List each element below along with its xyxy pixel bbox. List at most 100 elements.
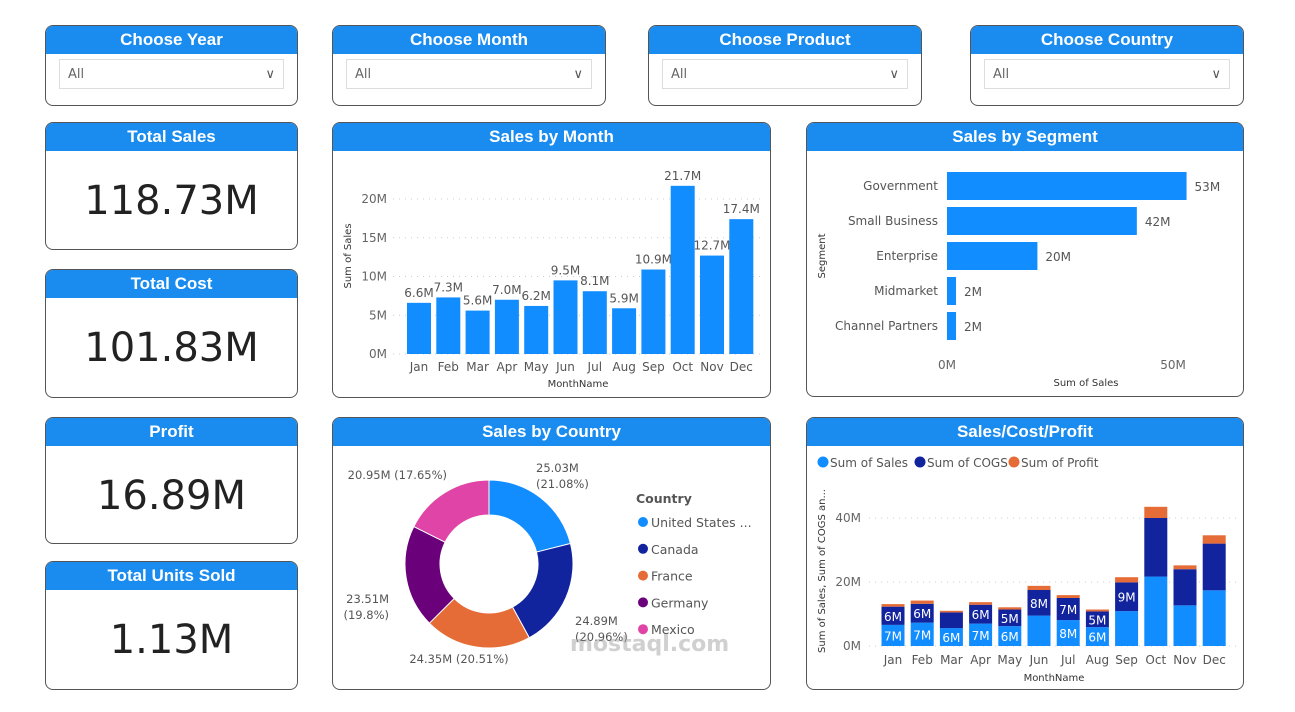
legend-label: Canada xyxy=(651,542,699,557)
bar-segment xyxy=(881,604,905,607)
legend-label: United States ... xyxy=(651,515,752,530)
x-tick-label: Jan xyxy=(409,360,429,374)
bar-segment xyxy=(1173,605,1197,646)
donut-slice xyxy=(413,479,490,543)
category-label: Enterprise xyxy=(876,249,938,263)
month-dropdown[interactable]: All ∨ xyxy=(346,59,592,89)
data-label: 42M xyxy=(1145,215,1171,229)
filter-title: Choose Country xyxy=(971,26,1243,54)
sales-by-segment-card: Sales by Segment Government 53M Small Busi… xyxy=(806,122,1244,397)
sales-cost-profit-card: Sales/Cost/Profit Sum of Sales Sum of COG… xyxy=(806,417,1244,690)
bar xyxy=(524,305,549,354)
bar-segment xyxy=(1173,565,1197,570)
bar-segment xyxy=(1085,609,1109,612)
x-tick-label: Sep xyxy=(1115,653,1138,667)
bar-segment xyxy=(1056,620,1080,646)
data-label: 17.4M xyxy=(723,202,760,216)
bar xyxy=(947,172,1187,200)
legend-label: France xyxy=(651,569,693,584)
chart-title: Sales by Month xyxy=(333,123,770,151)
legend-marker xyxy=(1008,456,1020,468)
x-axis-title: MonthName xyxy=(1024,673,1085,684)
bar-segment xyxy=(1115,611,1139,646)
data-label: 7M xyxy=(884,629,902,643)
x-tick-label: Aug xyxy=(1086,653,1109,667)
data-label: 7.0M xyxy=(492,283,521,297)
sales-by-country-chart: 25.03M (21.08%) 24.89M (20.96%) 24.35M (20.5… xyxy=(343,461,752,666)
x-tick-label: Aug xyxy=(612,360,635,374)
legend-marker xyxy=(914,456,926,468)
x-tick-label: Feb xyxy=(912,653,933,667)
bar-segment xyxy=(1056,595,1080,598)
x-tick-label: Jun xyxy=(555,360,575,374)
legend-marker xyxy=(638,517,648,527)
data-label: 7M xyxy=(913,628,931,642)
category-label: Channel Partners xyxy=(835,319,938,333)
bar xyxy=(729,219,754,354)
y-tick-label: 0M xyxy=(369,347,387,361)
data-label: 5M xyxy=(1001,612,1019,626)
dropdown-value: All xyxy=(355,67,372,82)
bar-segment xyxy=(1202,535,1226,544)
sales-by-month-card: Sales by Month 0M 5M 10M 15M 20M 6.6M Jan 7.3M F… xyxy=(332,122,771,398)
bar-segment xyxy=(969,623,993,646)
bar-segment xyxy=(910,603,934,623)
year-dropdown[interactable]: All ∨ xyxy=(59,59,284,89)
data-label: 6.2M xyxy=(521,289,550,303)
bar-segment xyxy=(1115,582,1139,612)
y-tick-label: 20M xyxy=(835,575,861,589)
data-label: 20.95M (17.65%) xyxy=(348,468,447,482)
data-label: 25.03M xyxy=(536,461,579,475)
bar-segment xyxy=(1056,598,1080,621)
bar-segment xyxy=(910,622,934,646)
data-label: (20.96%) xyxy=(575,630,628,644)
x-tick-label: Dec xyxy=(730,360,753,374)
bar-segment xyxy=(1202,590,1226,646)
bar-segment xyxy=(1144,518,1168,577)
chevron-down-icon: ∨ xyxy=(573,67,583,82)
bar-segment xyxy=(939,612,963,629)
kpi-value: 101.83M xyxy=(84,325,259,371)
bar xyxy=(947,312,957,340)
bar xyxy=(582,291,607,354)
y-axis-title: Sum of Sales xyxy=(343,223,354,288)
y-axis-title: Segment xyxy=(817,233,828,278)
dropdown-value: All xyxy=(671,67,688,82)
bar-segment xyxy=(1173,569,1197,606)
kpi-value: 118.73M xyxy=(84,178,259,224)
x-axis-title: MonthName xyxy=(548,379,609,390)
bar-segment xyxy=(1202,543,1226,591)
country-dropdown[interactable]: All ∨ xyxy=(984,59,1230,89)
legend-marker xyxy=(638,543,648,554)
data-label: 24.35M (20.51%) xyxy=(409,652,508,666)
kpi-total-cost: Total Cost 101.83M xyxy=(45,269,298,398)
product-dropdown[interactable]: All ∨ xyxy=(662,59,908,89)
data-label: 10.9M xyxy=(635,253,672,267)
data-label: 7.3M xyxy=(434,280,463,294)
legend-label: Sum of COGS xyxy=(927,456,1008,470)
x-tick-label: Jan xyxy=(883,653,903,667)
bar-segment xyxy=(1115,577,1139,583)
legend-label: Sum of Profit xyxy=(1021,456,1099,470)
x-tick-label: Apr xyxy=(497,360,518,374)
data-label: 2M xyxy=(964,285,982,299)
x-tick-label: Nov xyxy=(1173,653,1196,667)
bar xyxy=(494,299,519,354)
kpi-total-units: Total Units Sold 1.13M xyxy=(45,561,298,690)
bar-segment xyxy=(1085,611,1109,628)
bar xyxy=(436,297,461,354)
bar-segment xyxy=(998,609,1022,627)
data-label: 6M xyxy=(972,608,990,622)
data-label: 7M xyxy=(1059,603,1077,617)
x-tick-label: Mar xyxy=(940,653,963,667)
data-label: 6M xyxy=(1088,631,1106,645)
y-tick-label: 10M xyxy=(361,270,387,284)
y-tick-label: 20M xyxy=(361,192,387,206)
chevron-down-icon: ∨ xyxy=(265,67,275,82)
bar-segment xyxy=(1144,506,1168,518)
data-label: 12.7M xyxy=(693,239,730,253)
chart-title: Sales/Cost/Profit xyxy=(807,418,1243,446)
data-label: 9M xyxy=(1118,591,1136,605)
x-tick-label: Feb xyxy=(438,360,459,374)
bar-segment xyxy=(969,604,993,624)
